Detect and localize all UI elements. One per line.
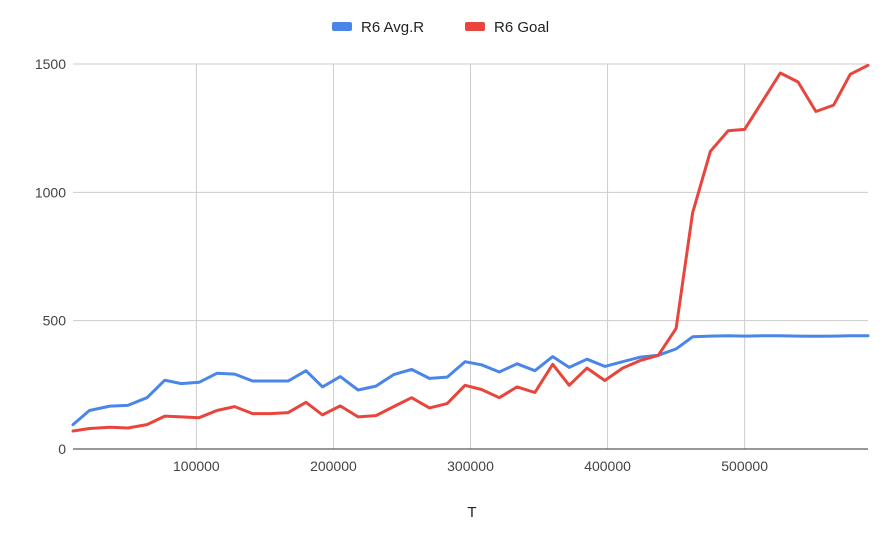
series-line-avg-r bbox=[71, 334, 870, 427]
x-tick-label: 400000 bbox=[584, 458, 631, 474]
x-tick-label: 100000 bbox=[173, 458, 220, 474]
x-tick-label: 200000 bbox=[310, 458, 357, 474]
series-line-goal bbox=[71, 63, 870, 433]
legend-swatch bbox=[465, 22, 485, 31]
tick-labels: 0 500 1000 1500 100000 200000 300000 400000 5000… bbox=[35, 56, 768, 474]
series-lines bbox=[71, 63, 870, 433]
x-axis-title: T bbox=[467, 504, 476, 521]
x-tick-label: 500000 bbox=[721, 458, 768, 474]
y-tick-label: 1500 bbox=[35, 56, 66, 72]
x-tick-label: 300000 bbox=[447, 458, 494, 474]
legend-label: R6 Goal bbox=[494, 19, 549, 36]
legend-label: R6 Avg.R bbox=[361, 19, 424, 36]
y-tick-label: 0 bbox=[58, 441, 66, 457]
legend: R6 Avg.R R6 Goal bbox=[332, 19, 549, 36]
gridlines bbox=[73, 63, 868, 449]
y-tick-label: 1000 bbox=[35, 184, 66, 200]
y-tick-label: 500 bbox=[43, 313, 67, 329]
legend-swatch bbox=[332, 22, 352, 31]
